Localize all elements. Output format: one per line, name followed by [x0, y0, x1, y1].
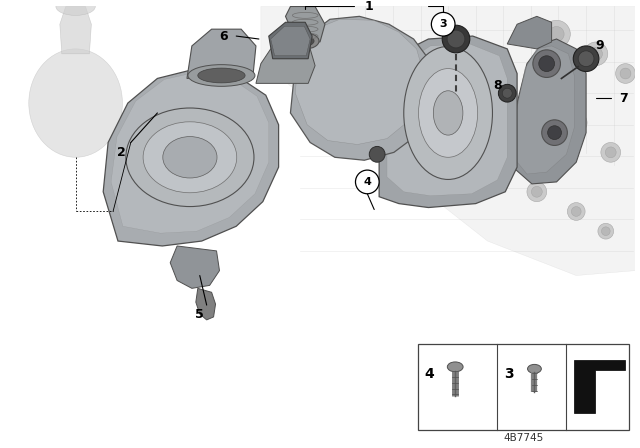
Circle shape — [578, 51, 594, 67]
Polygon shape — [508, 39, 586, 184]
Circle shape — [355, 170, 379, 194]
Text: 9: 9 — [596, 39, 604, 52]
Circle shape — [567, 202, 585, 220]
Text: 5: 5 — [195, 309, 204, 322]
Circle shape — [369, 146, 385, 162]
Polygon shape — [269, 22, 312, 59]
Circle shape — [572, 207, 581, 216]
Circle shape — [442, 25, 470, 53]
Circle shape — [527, 182, 547, 202]
Circle shape — [407, 91, 430, 115]
Circle shape — [573, 46, 599, 72]
Circle shape — [412, 97, 425, 110]
Circle shape — [601, 142, 621, 162]
Ellipse shape — [527, 364, 541, 373]
Ellipse shape — [433, 91, 463, 135]
Text: 8: 8 — [493, 79, 502, 92]
Polygon shape — [170, 246, 220, 289]
Ellipse shape — [419, 69, 477, 157]
Circle shape — [531, 186, 542, 197]
Circle shape — [531, 87, 543, 100]
Circle shape — [481, 56, 495, 71]
Ellipse shape — [198, 68, 245, 83]
Circle shape — [584, 42, 608, 65]
Ellipse shape — [56, 0, 95, 15]
Polygon shape — [573, 360, 625, 413]
Polygon shape — [291, 17, 433, 160]
Polygon shape — [271, 26, 310, 56]
Circle shape — [533, 50, 561, 78]
Text: 3: 3 — [440, 19, 447, 29]
Polygon shape — [196, 289, 216, 320]
Polygon shape — [256, 42, 315, 83]
Polygon shape — [60, 7, 92, 54]
Circle shape — [602, 227, 610, 236]
Polygon shape — [187, 29, 256, 78]
Ellipse shape — [163, 137, 217, 178]
Ellipse shape — [143, 122, 237, 193]
Ellipse shape — [296, 36, 314, 46]
Circle shape — [565, 112, 587, 134]
Polygon shape — [296, 19, 424, 144]
Circle shape — [539, 56, 554, 72]
Circle shape — [570, 117, 582, 129]
Circle shape — [616, 64, 636, 83]
Ellipse shape — [29, 49, 122, 157]
Circle shape — [543, 20, 570, 48]
Circle shape — [492, 162, 503, 172]
Text: 2: 2 — [116, 146, 125, 159]
Circle shape — [447, 132, 469, 153]
Polygon shape — [387, 44, 508, 196]
Polygon shape — [509, 46, 574, 174]
Ellipse shape — [291, 33, 319, 49]
Circle shape — [447, 30, 465, 48]
Text: 1: 1 — [365, 0, 374, 13]
Polygon shape — [111, 72, 269, 233]
Text: 6: 6 — [219, 30, 228, 43]
Polygon shape — [261, 7, 636, 276]
Circle shape — [525, 82, 548, 105]
Circle shape — [475, 51, 500, 77]
Circle shape — [372, 56, 387, 71]
Polygon shape — [508, 17, 552, 49]
Polygon shape — [285, 7, 325, 42]
Text: 3: 3 — [504, 367, 514, 381]
Circle shape — [549, 26, 564, 42]
Circle shape — [488, 157, 508, 177]
Circle shape — [620, 68, 631, 79]
Polygon shape — [103, 69, 278, 246]
Polygon shape — [379, 36, 517, 207]
Circle shape — [452, 137, 464, 148]
Circle shape — [431, 13, 455, 36]
Text: 4: 4 — [425, 367, 435, 381]
Ellipse shape — [447, 362, 463, 372]
Text: 4: 4 — [364, 177, 371, 187]
Text: 4B7745: 4B7745 — [503, 433, 543, 443]
Ellipse shape — [188, 65, 255, 86]
Circle shape — [548, 126, 561, 139]
Ellipse shape — [126, 108, 254, 207]
Circle shape — [541, 120, 567, 146]
Circle shape — [365, 50, 393, 78]
Circle shape — [502, 88, 512, 98]
Ellipse shape — [404, 47, 492, 180]
Circle shape — [605, 147, 616, 158]
Circle shape — [598, 223, 614, 239]
Circle shape — [499, 84, 516, 102]
Text: 7: 7 — [619, 92, 628, 105]
Circle shape — [589, 47, 602, 60]
Bar — [418, 344, 629, 431]
